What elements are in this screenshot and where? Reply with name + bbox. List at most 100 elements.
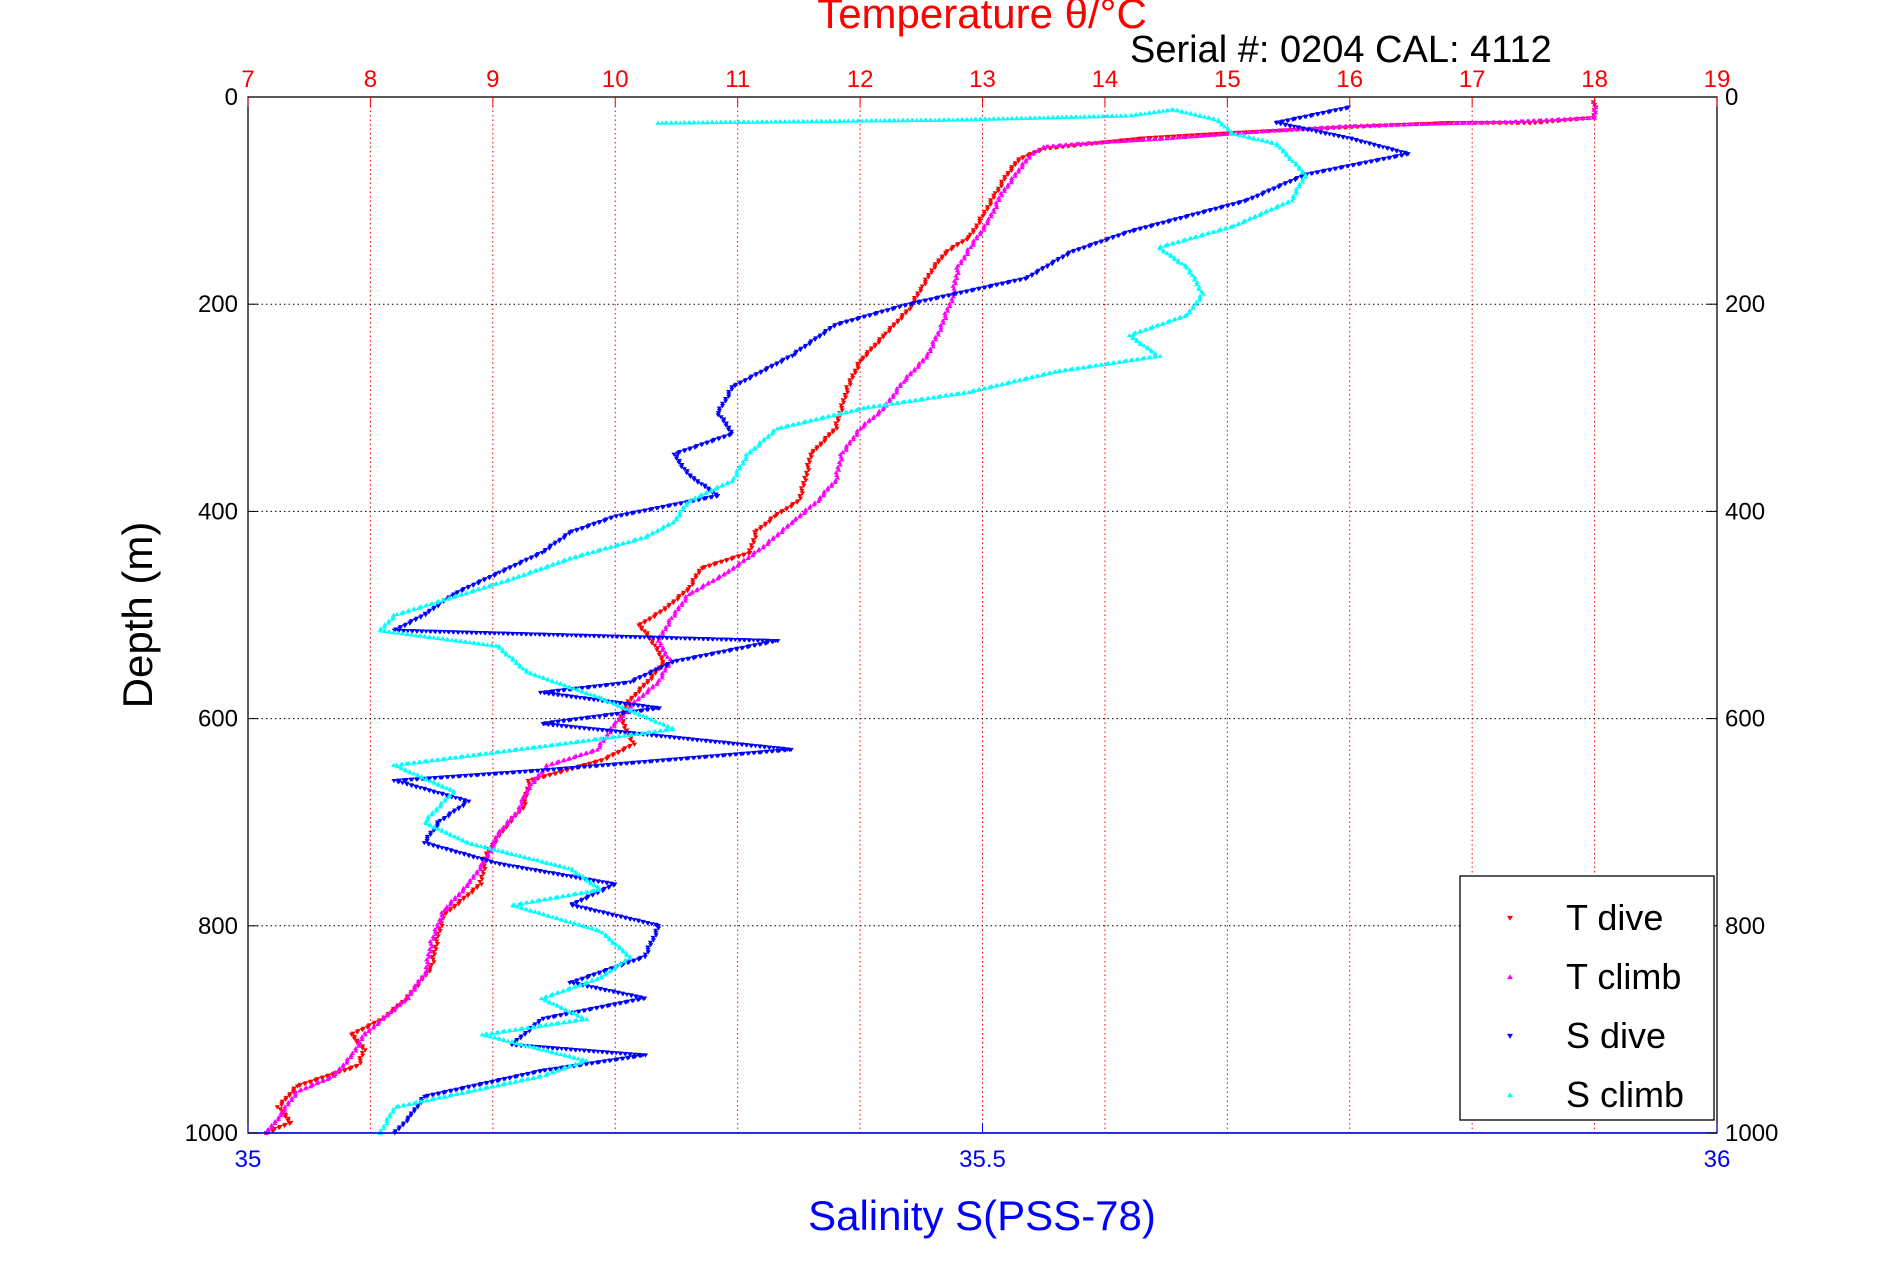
- data-point: [476, 641, 482, 646]
- data-point: [485, 851, 491, 856]
- data-point: [1196, 286, 1202, 291]
- data-point: [544, 768, 551, 773]
- data-point: [655, 635, 662, 641]
- data-point: [494, 1030, 500, 1035]
- data-point: [357, 1056, 363, 1061]
- data-point: [747, 450, 753, 455]
- data-point: [496, 631, 502, 636]
- data-point: [680, 592, 686, 597]
- data-point: [554, 990, 560, 995]
- data-point: [422, 972, 428, 977]
- data-point: [395, 630, 401, 635]
- data-point: [922, 277, 928, 282]
- data-point: [675, 597, 681, 602]
- data-point: [302, 1086, 308, 1091]
- data-point: [384, 1121, 390, 1126]
- data-point: [786, 119, 792, 124]
- data-point: [1205, 133, 1211, 138]
- data-point: [591, 878, 597, 884]
- data-point: [488, 1084, 495, 1089]
- data-point: [891, 118, 898, 123]
- data-point: [405, 1102, 412, 1107]
- data-point: [349, 1032, 355, 1037]
- data-point: [746, 548, 752, 553]
- data-point: [546, 913, 552, 918]
- data-point: [730, 741, 737, 747]
- data-point: [620, 992, 626, 997]
- data-point: [789, 521, 795, 526]
- data-point: [948, 247, 955, 252]
- data-point: [516, 804, 522, 809]
- data-point: [617, 1001, 623, 1006]
- data-point: [942, 252, 949, 257]
- data-point: [1478, 120, 1484, 125]
- data-point: [800, 420, 806, 425]
- data-point: [881, 402, 887, 407]
- data-point: [630, 538, 636, 543]
- data-point: [843, 320, 849, 325]
- data-point: [1200, 210, 1206, 215]
- data-point: [653, 668, 659, 673]
- data-point: [895, 118, 902, 123]
- data-point: [726, 394, 732, 399]
- data-point: [645, 680, 651, 686]
- data-point: [500, 826, 506, 831]
- data-point: [1146, 355, 1152, 360]
- data-point: [789, 422, 795, 427]
- data-point: [532, 632, 538, 637]
- data-point: [353, 1048, 359, 1053]
- data-point: [1004, 381, 1010, 386]
- data-point: [839, 457, 845, 462]
- data-point: [505, 818, 511, 824]
- data-point: [486, 584, 492, 589]
- data-point: [566, 1064, 572, 1069]
- data-point: [1391, 155, 1398, 160]
- data-point: [655, 638, 661, 643]
- data-point: [723, 399, 729, 404]
- data-point: [963, 289, 969, 295]
- data-point: [940, 320, 946, 325]
- data-point: [512, 813, 518, 818]
- data-point: [822, 439, 828, 444]
- data-point: [488, 849, 494, 854]
- data-point: [356, 1043, 362, 1048]
- data-point: [827, 118, 834, 123]
- data-point: [547, 1000, 553, 1005]
- data-point: [626, 732, 632, 737]
- data-point: [773, 119, 779, 124]
- data-point: [394, 611, 400, 617]
- data-point: [1218, 206, 1224, 211]
- data-point: [518, 797, 525, 802]
- data-point: [640, 693, 646, 698]
- data-point: [772, 514, 778, 519]
- data-point: [450, 593, 456, 599]
- data-point: [948, 392, 954, 397]
- data-point: [912, 398, 918, 403]
- data-point: [654, 733, 660, 739]
- data-point: [854, 428, 860, 433]
- data-point: [939, 256, 945, 261]
- data-point: [279, 1103, 285, 1108]
- data-point: [430, 607, 437, 612]
- data-point: [1148, 349, 1155, 354]
- data-point: [1001, 186, 1008, 191]
- data-point: [627, 917, 633, 922]
- data-point: [554, 1051, 560, 1056]
- data-point: [847, 382, 853, 388]
- data-point: [1387, 122, 1394, 127]
- data-point: [1009, 175, 1015, 180]
- data-point: [1296, 125, 1302, 131]
- data-point: [602, 683, 608, 688]
- data-point: [474, 856, 481, 861]
- data-point: [550, 1015, 557, 1020]
- data-point: [588, 985, 595, 990]
- data-point: [426, 776, 432, 781]
- data-point: [849, 318, 855, 323]
- legend-label: S climb: [1566, 1074, 1684, 1115]
- data-point: [1593, 105, 1599, 110]
- data-point: [586, 762, 592, 767]
- data-point: [1187, 134, 1193, 139]
- data-point: [602, 988, 608, 993]
- data-point: [625, 961, 631, 966]
- data-point: [918, 117, 925, 122]
